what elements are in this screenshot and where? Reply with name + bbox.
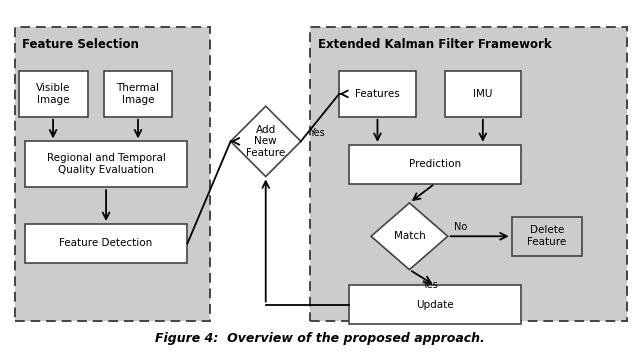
Text: Prediction: Prediction xyxy=(409,159,461,169)
Bar xyxy=(511,217,582,256)
Text: Features: Features xyxy=(355,89,400,99)
Text: IMU: IMU xyxy=(473,89,493,99)
Text: Match: Match xyxy=(394,231,426,241)
Text: No: No xyxy=(454,222,467,233)
Text: Yes: Yes xyxy=(309,127,324,138)
Bar xyxy=(310,27,627,321)
Bar xyxy=(104,71,173,117)
Text: Feature Detection: Feature Detection xyxy=(60,238,153,248)
Polygon shape xyxy=(230,106,301,176)
Text: Figure 4:  Overview of the proposed approach.: Figure 4: Overview of the proposed appro… xyxy=(155,332,485,345)
Text: Extended Kalman Filter Framework: Extended Kalman Filter Framework xyxy=(318,38,552,51)
Text: Thermal
Image: Thermal Image xyxy=(116,83,159,105)
Text: Add
New
Feature: Add New Feature xyxy=(246,125,285,158)
Text: Visible
Image: Visible Image xyxy=(36,83,70,105)
Polygon shape xyxy=(371,203,448,270)
Bar xyxy=(339,71,416,117)
Text: Regional and Temporal
Quality Evaluation: Regional and Temporal Quality Evaluation xyxy=(47,154,166,175)
Bar xyxy=(349,145,521,184)
Bar xyxy=(349,286,521,324)
Text: Feature Selection: Feature Selection xyxy=(22,38,140,51)
Text: Yes: Yes xyxy=(422,280,438,290)
Bar xyxy=(445,71,521,117)
Bar xyxy=(19,71,88,117)
Bar xyxy=(25,141,188,187)
Text: Delete
Feature: Delete Feature xyxy=(527,226,566,247)
Text: Update: Update xyxy=(416,300,454,310)
Bar xyxy=(25,224,188,263)
Bar xyxy=(15,27,209,321)
